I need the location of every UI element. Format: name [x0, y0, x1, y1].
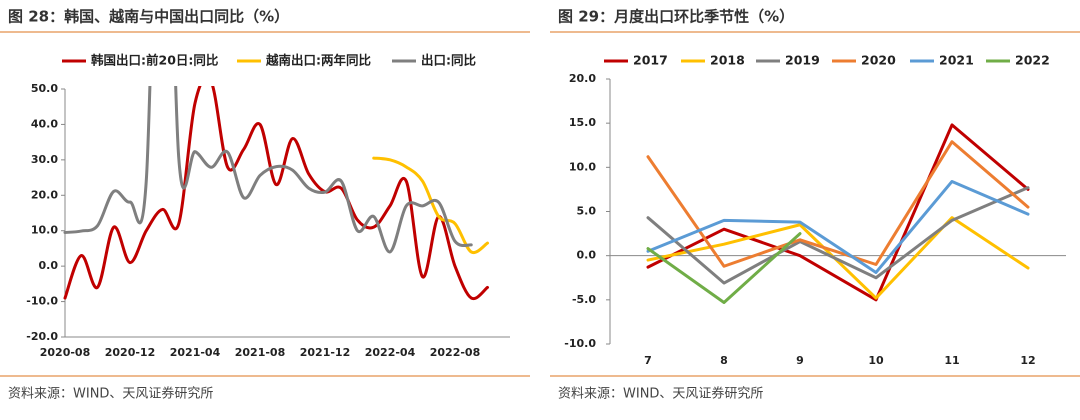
chart-title: 图 29：月度出口环比季节性（%） [558, 8, 794, 26]
y-tick-label: 10.0 [31, 224, 58, 237]
series-line [646, 232, 802, 304]
x-tick-label: 7 [644, 354, 652, 367]
y-tick-label: 50.0 [31, 82, 58, 95]
x-tick-label: 11 [944, 354, 959, 367]
series-line [646, 216, 1030, 300]
y-tick-label: 0.0 [39, 259, 59, 272]
legend-label: 越南出口:两年同比 [265, 53, 371, 68]
plot-area [63, 86, 489, 301]
legend-label: 韩国出口:前20日:同比 [91, 53, 219, 68]
legend-label: 出口:同比 [421, 53, 476, 68]
y-tick-label: 10.0 [569, 160, 596, 173]
chart-title: 图 28：韩国、越南与中国出口同比（%） [8, 8, 289, 26]
series-line [63, 86, 473, 254]
x-tick-label: 2022-04 [365, 346, 416, 359]
series-line [646, 179, 1030, 274]
y-tick-label: 20.0 [569, 72, 596, 85]
x-tick-label: 2022-08 [430, 346, 481, 359]
y-tick-label: -10.0 [26, 295, 58, 308]
x-tick-label: 8 [720, 354, 728, 367]
series-line [372, 156, 489, 255]
legend-label: 2022 [1015, 53, 1050, 68]
x-tick-label: 12 [1020, 354, 1035, 367]
legend-label: 2019 [785, 53, 820, 68]
y-tick-label: -10.0 [564, 337, 596, 350]
legend-label: 2017 [633, 53, 668, 68]
y-tick-label: -20.0 [26, 330, 58, 343]
x-tick-label: 9 [796, 354, 804, 367]
x-tick-label: 10 [868, 354, 884, 367]
series-line [646, 140, 1030, 268]
series-line [646, 186, 1030, 285]
y-tick-label: 15.0 [569, 116, 596, 129]
legend-label: 2020 [861, 53, 896, 68]
y-tick-label: 0.0 [577, 249, 597, 262]
source: 资料来源：WIND、天风证券研究所 [8, 386, 213, 402]
x-tick-label: 2021-12 [300, 346, 351, 359]
y-tick-label: 5.0 [577, 205, 597, 218]
source: 资料来源：WIND、天风证券研究所 [558, 386, 763, 402]
legend-label: 2018 [710, 53, 745, 68]
x-tick-label: 2021-08 [235, 346, 286, 359]
x-tick-label: 2020-08 [40, 346, 91, 359]
legend-label: 2021 [939, 53, 974, 68]
series-line [646, 123, 1030, 302]
y-tick-label: 40.0 [31, 117, 58, 130]
plot-area [646, 123, 1030, 304]
series-line [63, 86, 489, 301]
x-tick-label: 2020-12 [105, 346, 156, 359]
y-tick-label: -5.0 [572, 293, 596, 306]
y-tick-label: 20.0 [31, 188, 58, 201]
y-tick-label: 30.0 [31, 153, 58, 166]
x-tick-label: 2021-04 [170, 346, 221, 359]
